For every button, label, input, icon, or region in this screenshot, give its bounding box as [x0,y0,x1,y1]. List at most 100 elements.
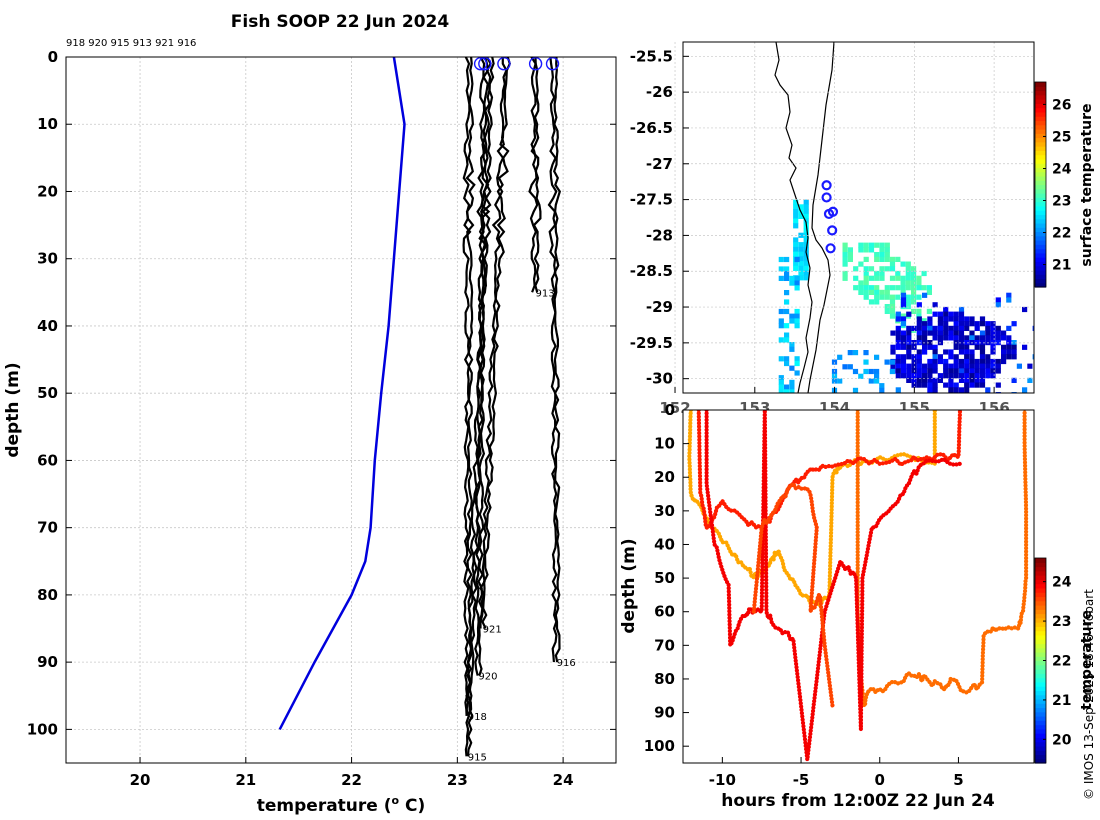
sst-pixel [1022,387,1028,393]
sst-pixel [958,368,965,374]
sst-pixel [798,261,804,267]
sst-pixel [889,313,896,319]
sst-pixel [964,377,970,383]
sst-pixel [794,313,800,319]
profile-line [547,56,558,663]
sst-pixel [895,256,901,262]
y-tick-label: 50 [37,384,58,402]
sst-pixel [784,323,790,329]
temperature-colorbar-swatch [1035,758,1046,764]
sst-pixel [798,275,804,281]
sst-pixel [789,275,795,281]
sst-pixel [990,330,996,336]
temperature-colorbar-swatch [1035,677,1046,683]
temperature-colorbar-swatch [1035,681,1046,687]
sst-pixel [895,368,901,374]
sst-pixel [985,330,991,336]
sst-pixel [798,204,804,210]
sst-pixel [932,330,938,336]
time-y-tick-label: 100 [644,737,675,755]
sst-pixel [863,359,869,365]
temperature-colorbar-swatch [1035,613,1046,619]
sst-pixel [943,321,949,327]
sst-pixel [784,360,790,367]
sst-pixel [900,354,907,360]
surface-marker [478,57,492,71]
temperature-colorbar-swatch [1035,643,1046,649]
sst-pixel [1006,325,1012,331]
surface-marker [545,57,560,71]
sst-pixel [784,275,790,281]
sst-pixel [1006,344,1012,350]
sst-pixel [874,270,880,277]
sst-pixel [863,289,869,295]
sst-pixel [1011,349,1017,355]
sst-pixel [922,363,928,369]
y-tick-label: 90 [37,653,58,671]
sst-pixel [879,275,885,281]
sst-pixel [884,256,890,262]
sst-pixel [990,325,996,331]
sst-pixel [974,377,980,383]
temperature-colorbar-swatch [1035,711,1046,717]
climatology-line [278,56,406,730]
sst-colorbar-swatch [1035,218,1046,224]
sst-pixel [793,223,799,229]
sst-pixel [879,252,885,258]
sst-pixel [884,289,890,295]
sst-pixel [803,275,809,281]
profile-end-label: 920 [478,672,497,683]
sst-pixel [932,387,938,393]
sst-pixel [793,246,799,253]
time-depth-track-core [697,410,962,529]
sst-pixel [1011,321,1017,327]
sst-pixel [964,387,970,393]
sst-pixel [1006,335,1012,341]
station-marker [827,206,839,217]
station-marker [827,225,838,236]
sst-pixel [953,321,959,327]
sst-pixel [842,275,848,281]
sst-pixel [964,363,970,369]
sst-pixel [853,266,859,272]
sst-pixel [948,330,954,336]
sst-pixel [868,285,875,291]
sst-pixel [863,275,869,281]
sst-pixel [794,356,800,362]
sst-pixel [964,325,970,331]
sst-pixel [979,382,986,388]
surface-marker [473,57,488,71]
y-tick-label: 30 [37,250,58,268]
sst-pixel [995,382,1001,388]
sst-pixel [969,354,975,360]
sst-pixel [969,330,975,336]
sst-pixel [794,308,800,315]
sst-pixel [927,368,933,374]
sst-pixel [863,247,869,253]
sst-colorbar-swatch [1035,180,1046,186]
sst-pixel [868,299,875,305]
temperature-colorbar-swatch [1035,694,1046,700]
sst-colorbar-swatch [1035,193,1046,198]
sst-pixel [858,285,864,291]
sst-pixel [958,373,965,379]
sst-colorbar-swatch [1035,235,1046,241]
sst-pixel [1011,354,1017,360]
sst-pixel [990,358,996,365]
sst-pixel [974,340,980,346]
sst-pixel [900,280,906,286]
sst-pixel [803,199,809,205]
sst-pixel [921,318,927,324]
sst-colorbar-swatch [1035,163,1046,169]
sst-pixel [798,242,804,248]
sst-pixel [969,335,975,341]
sst-pixel [932,311,938,317]
sst-pixel [985,321,991,327]
sst-pixel [1001,335,1007,341]
temperature-colorbar-swatch [1035,600,1046,606]
sst-pixel [784,384,790,390]
sst-colorbar-swatch [1035,227,1046,233]
sst-pixel [895,335,901,341]
sst-pixel [974,363,980,369]
